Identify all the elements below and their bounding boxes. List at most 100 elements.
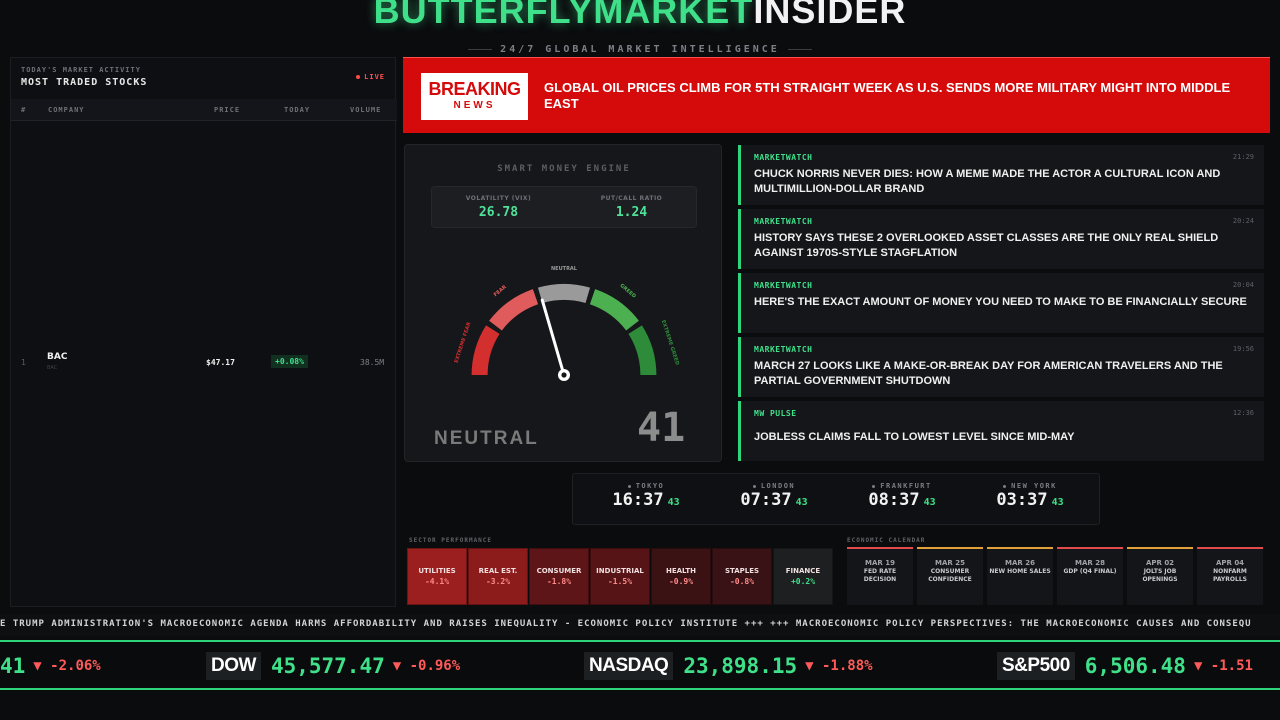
sector-tile-staples[interactable]: STAPLES -0.8%: [712, 548, 772, 605]
brand-green: BUTTERFLYMARKET: [373, 0, 754, 31]
gauge-arc-extreme-greed: [628, 325, 657, 376]
news-source: MARKETWATCH: [754, 217, 813, 226]
calendar-event[interactable]: APR 04 NONFARM PAYROLLS: [1197, 547, 1263, 605]
index-change: ▼ -1.88%: [805, 657, 873, 674]
gauge-arc-greed: [589, 289, 639, 331]
calendar-event[interactable]: MAR 19 FED RATE DECISION: [847, 547, 913, 605]
row-price: $47.17: [206, 358, 235, 367]
sentiment-state: NEUTRAL: [434, 428, 539, 449]
col-rank[interactable]: #: [21, 106, 27, 114]
vix-label: VOLATILITY (VIX): [465, 195, 532, 202]
clock-seconds: 43: [795, 497, 808, 508]
index-value: 41: [0, 653, 26, 678]
row-company: BAC: [47, 352, 68, 362]
table-header: # COMPANY PRICE TODAY VOLUME: [11, 99, 397, 121]
zone-label-extreme-greed: EXTREME GREED: [660, 319, 680, 366]
tagline: 24/7 GLOBAL MARKET INTELLIGENCE: [0, 44, 1280, 55]
sector-performance-label: SECTOR PERFORMANCE: [409, 537, 493, 544]
index-item-dow[interactable]: DOW 45,577.47 ▼ -0.96%: [206, 642, 460, 688]
col-volume[interactable]: VOLUME: [350, 106, 382, 114]
gauge-pivot-center: [561, 372, 567, 378]
vix-value: 26.78: [478, 205, 519, 220]
col-today[interactable]: TODAY: [284, 106, 311, 114]
sector-tile-finance[interactable]: FINANCE +0.2%: [773, 548, 833, 605]
sector-tile-health[interactable]: HEALTH -0.9%: [651, 548, 711, 605]
sector-tile-industrial[interactable]: INDUSTRIAL -1.5%: [590, 548, 650, 605]
gauge-arc-fear: [489, 289, 539, 331]
sector-tile-consumer[interactable]: CONSUMER -1.8%: [529, 548, 589, 605]
news-time: 20:04: [1232, 281, 1254, 289]
brand-logo: BUTTERFLYMARKETINSIDER: [0, 0, 1280, 32]
news-item[interactable]: MARKETWATCH 20:04 HERE'S THE EXACT AMOUN…: [738, 273, 1264, 333]
clock-seconds: 43: [667, 497, 680, 508]
clock-city: TOKYO: [581, 482, 711, 490]
index-item[interactable]: 41 ▼ -2.06%: [0, 642, 101, 688]
sector-tile-utilities[interactable]: UTILITIES -4.1%: [407, 548, 467, 605]
news-source: MW PULSE: [754, 409, 797, 418]
calendar-event[interactable]: APR 02 JOLTS JOB OPENINGS: [1127, 547, 1193, 605]
news-time: 21:29: [1232, 153, 1254, 161]
news-item[interactable]: MARKETWATCH 19:56 MARCH 27 LOOKS LIKE A …: [738, 337, 1264, 397]
sentiment-score: 41: [637, 405, 686, 451]
index-change: ▼ -1.51: [1193, 657, 1253, 674]
world-clocks: TOKYO 16:37 43 LONDON 07:37 43 FRANKFURT 0…: [572, 473, 1100, 525]
index-change: ▼ -2.06%: [33, 657, 101, 674]
news-time: 19:56: [1232, 345, 1254, 353]
calendar-event[interactable]: MAR 26 NEW HOME SALES: [987, 547, 1053, 605]
smart-money-gauge-panel: SMART MONEY ENGINE VOLATILITY (VIX) 26.7…: [404, 144, 722, 462]
row-rank: 1: [21, 358, 26, 367]
sector-tile-real-estate[interactable]: REAL EST. -3.2%: [468, 548, 528, 605]
calendar-event[interactable]: MAR 25 CONSUMER CONFIDENCE: [917, 547, 983, 605]
clock-time: 03:37: [996, 490, 1048, 510]
putcall-label: PUT/CALL RATIO: [600, 195, 663, 202]
row-ticker: BAC: [47, 365, 58, 371]
zone-label-extreme-fear: EXTREME FEAR: [454, 321, 473, 364]
calendar-event[interactable]: MAR 28 GDP (Q4 FINAL): [1057, 547, 1123, 605]
row-change: +0.08%: [271, 355, 308, 368]
news-time: 20:24: [1232, 217, 1254, 225]
index-item-nasdaq[interactable]: NASDAQ 23,898.15 ▼ -1.88%: [584, 642, 873, 688]
news-headline: CHUCK NORRIS NEVER DIES: HOW A MEME MADE…: [754, 168, 1221, 195]
news-headline: MARCH 27 LOOKS LIKE A MAKE-OR-BREAK DAY …: [754, 360, 1223, 387]
clock-tokyo: TOKYO 16:37 43: [581, 474, 711, 510]
news-label: NEWS: [453, 100, 496, 111]
col-company[interactable]: COMPANY: [48, 106, 85, 114]
index-value: 6,506.48: [1084, 653, 1186, 678]
index-name: DOW: [206, 651, 261, 680]
putcall-value: 1.24: [615, 205, 648, 220]
clock-new-york: NEW YORK 03:37 43: [965, 474, 1095, 510]
row-volume: 38.5M: [360, 358, 385, 367]
live-dot-icon: [356, 75, 361, 79]
live-badge: LIVE: [356, 73, 385, 81]
news-time: 12:36: [1232, 409, 1254, 417]
index-name: S&P500: [997, 651, 1075, 680]
col-price[interactable]: PRICE: [214, 106, 241, 114]
clock-frankfurt: FRANKFURT 08:37 43: [837, 474, 967, 510]
gauge-stats: VOLATILITY (VIX) 26.78 PUT/CALL RATIO 1.…: [431, 186, 697, 228]
fear-greed-gauge: EXTREME FEAR FEAR NEUTRAL GREED EXTREME …: [454, 266, 680, 381]
most-traded-panel: TODAY'S MARKET ACTIVITY MOST TRADED STOC…: [10, 57, 397, 607]
zone-label-greed: GREED: [618, 283, 636, 300]
breaking-news-badge: BREAKING NEWS: [421, 73, 528, 120]
news-source: MARKETWATCH: [754, 281, 813, 290]
panel-title: MOST TRADED STOCKS: [21, 77, 148, 88]
economic-calendar-label: ECONOMIC CALENDAR: [847, 537, 926, 544]
index-item-sp500[interactable]: S&P500 6,506.48 ▼ -1.51: [997, 642, 1253, 688]
news-headline: JOBLESS CLAIMS FALL TO LOWEST LEVEL SINC…: [754, 431, 1075, 443]
gauge-arc-neutral: [537, 283, 591, 304]
news-item[interactable]: MW PULSE 12:36 JOBLESS CLAIMS FALL TO LO…: [738, 401, 1264, 461]
news-headline: HERE'S THE EXACT AMOUNT OF MONEY YOU NEE…: [754, 296, 1247, 308]
brand-white: INSIDER: [753, 0, 907, 31]
zone-label-fear: FEAR: [493, 284, 508, 298]
news-headline: HISTORY SAYS THESE 2 OVERLOOKED ASSET CL…: [754, 232, 1219, 259]
breaking-headline: GLOBAL OIL PRICES CLIMB FOR 5TH STRAIGHT…: [544, 80, 1231, 111]
news-item[interactable]: MARKETWATCH 20:24 HISTORY SAYS THESE 2 O…: [738, 209, 1264, 269]
clock-time: 07:37: [740, 490, 792, 510]
table-row[interactable]: 1 BAC BAC $47.17 +0.08% 38.5M: [11, 348, 397, 378]
breaking-news-banner[interactable]: BREAKING NEWS GLOBAL OIL PRICES CLIMB FO…: [403, 57, 1270, 133]
index-change: ▼ -0.96%: [392, 657, 461, 674]
clock-time: 16:37: [612, 490, 664, 510]
news-item[interactable]: MARKETWATCH 21:29 CHUCK NORRIS NEVER DIE…: [738, 145, 1264, 205]
clock-seconds: 43: [923, 497, 936, 508]
index-value: 23,898.15: [683, 653, 798, 678]
